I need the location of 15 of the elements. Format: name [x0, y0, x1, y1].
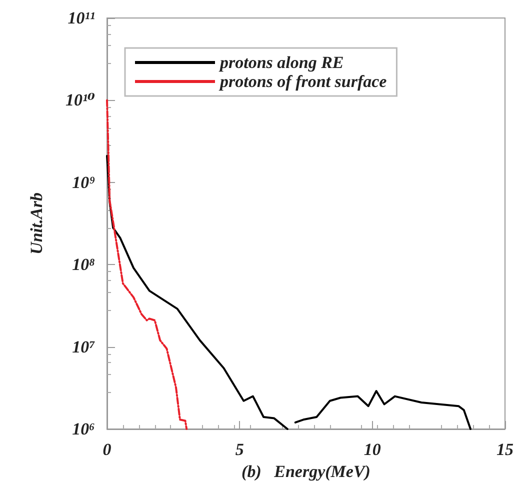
- y-tick-label: 10⁶: [72, 420, 96, 438]
- y-tick-label: 10¹⁰: [65, 90, 96, 110]
- y-tick-label: 10⁹: [72, 172, 96, 192]
- x-axis-title: (b) Energy(MeV): [242, 462, 370, 481]
- y-tick-label: 10¹¹: [68, 8, 95, 28]
- x-tick-label: 10: [364, 440, 382, 459]
- line-series: [106, 99, 188, 430]
- x-tick-label: 5: [235, 440, 244, 459]
- y-axis-title: Unit.Arb: [27, 192, 46, 254]
- x-tick-label: 15: [496, 440, 514, 459]
- y-tick-label: 10⁷: [72, 337, 96, 356]
- x-tick-label: 0: [102, 440, 112, 459]
- legend-label: protons of front surface: [218, 72, 388, 91]
- legend-label: protons along RE: [218, 53, 344, 72]
- y-tick-label: 10⁸: [72, 255, 96, 274]
